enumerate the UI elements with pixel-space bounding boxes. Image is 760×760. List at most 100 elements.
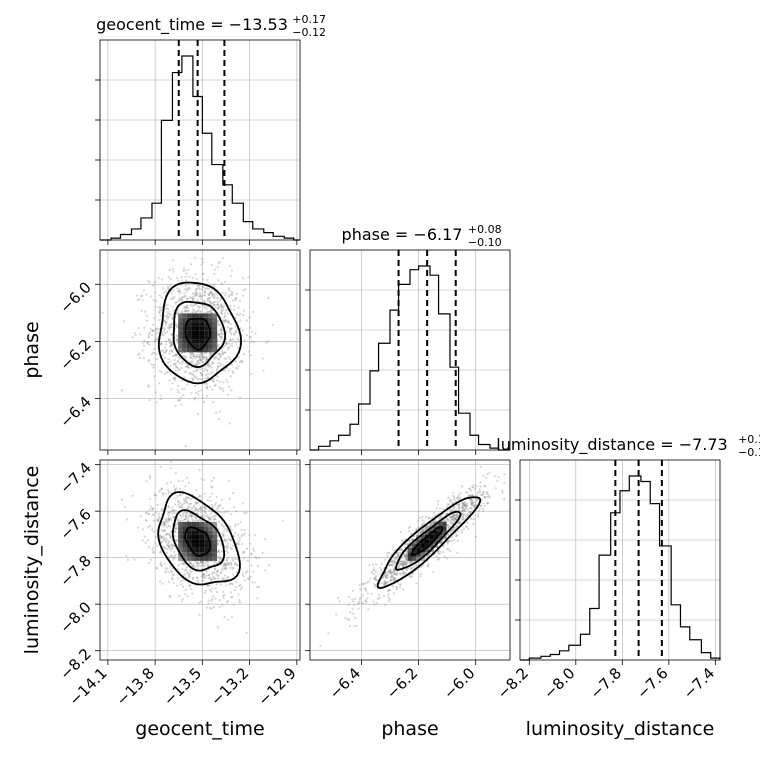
sample-point — [147, 279, 150, 282]
sample-point — [151, 548, 154, 551]
sample-point — [165, 532, 169, 535]
sample-point — [165, 541, 168, 544]
sample-point — [194, 355, 197, 358]
sample-point — [390, 564, 394, 567]
sample-point — [223, 321, 226, 324]
sample-point — [176, 326, 179, 329]
density-cell — [191, 339, 196, 344]
sample-point — [392, 567, 395, 571]
sample-point — [231, 583, 235, 586]
sample-point — [205, 369, 208, 372]
sample-point — [208, 365, 211, 368]
sample-point — [191, 514, 194, 517]
sample-point — [447, 496, 450, 499]
sample-point — [393, 559, 396, 562]
sample-point — [206, 560, 209, 564]
sample-point — [208, 354, 211, 357]
sample-point — [473, 506, 476, 509]
sample-point — [173, 556, 177, 559]
sample-point — [464, 515, 467, 518]
sample-point — [465, 504, 468, 507]
sample-point — [199, 293, 202, 296]
sample-point — [131, 494, 134, 497]
sample-point — [198, 292, 202, 295]
sample-point — [409, 568, 413, 571]
sample-point — [146, 314, 149, 318]
sample-point — [212, 605, 215, 609]
sample-point — [392, 569, 396, 572]
sample-point — [159, 309, 162, 312]
sample-point — [194, 287, 198, 291]
sample-point — [234, 531, 237, 535]
sample-point — [160, 564, 164, 567]
sample-point — [169, 548, 173, 551]
sample-point — [164, 567, 167, 570]
sample-point — [214, 503, 217, 506]
sample-point — [351, 589, 355, 593]
sample-point — [195, 311, 198, 314]
sample-point — [180, 311, 183, 314]
sample-point — [189, 361, 192, 364]
sample-point — [152, 507, 155, 510]
sample-point — [181, 506, 184, 509]
sample-point — [221, 569, 224, 572]
sample-point — [374, 583, 377, 587]
sample-point — [386, 577, 389, 580]
title-value-geocent_time: geocent_time = −13.53 — [96, 15, 288, 35]
sample-point — [474, 503, 477, 507]
density-cell — [212, 534, 218, 540]
sample-point — [159, 561, 162, 564]
sample-point — [211, 587, 214, 590]
sample-point — [185, 370, 188, 373]
sample-point — [183, 499, 186, 502]
sample-point — [335, 613, 338, 616]
sample-point — [407, 526, 410, 529]
sample-point — [184, 309, 188, 312]
sample-point — [385, 581, 388, 585]
sample-point — [203, 505, 206, 508]
sample-point — [215, 562, 218, 565]
sample-point — [191, 298, 194, 301]
sample-point — [202, 576, 205, 579]
density-cell — [204, 547, 209, 553]
sample-point — [191, 378, 195, 381]
sample-point — [198, 305, 201, 309]
sample-point — [202, 293, 206, 297]
sample-point — [226, 393, 229, 396]
density-cell — [204, 343, 209, 348]
sample-point — [193, 376, 197, 379]
density-cell — [424, 539, 430, 544]
sample-point — [421, 523, 424, 526]
sample-point — [187, 309, 191, 312]
sample-point — [196, 287, 199, 291]
density-cell — [199, 339, 205, 344]
sample-point — [152, 530, 155, 533]
sample-point — [450, 536, 453, 539]
sample-point — [402, 562, 405, 566]
sample-point — [220, 306, 224, 309]
sample-point — [230, 615, 234, 618]
sample-point — [199, 358, 202, 361]
sample-point — [148, 281, 151, 284]
sample-point — [227, 563, 230, 566]
sample-point — [391, 574, 394, 578]
density-cell — [208, 313, 213, 318]
sample-point — [203, 575, 206, 578]
sample-point — [222, 381, 225, 384]
sample-point — [220, 310, 223, 314]
sample-point — [145, 293, 148, 296]
sample-point — [180, 298, 184, 301]
sample-point — [164, 323, 168, 327]
sample-point — [175, 354, 178, 357]
ytick-label-luminosity_distance-2: −7.8 — [56, 552, 94, 590]
sample-point — [179, 582, 182, 586]
sample-point — [399, 560, 403, 563]
density-cell — [186, 330, 192, 336]
sample-point — [201, 579, 205, 582]
sample-point — [471, 499, 474, 502]
sample-point — [195, 517, 198, 520]
sample-point — [171, 574, 174, 577]
sample-point — [217, 504, 220, 507]
sample-point — [164, 523, 167, 526]
xtick-label-luminosity_distance-4: −7.4 — [680, 664, 718, 702]
